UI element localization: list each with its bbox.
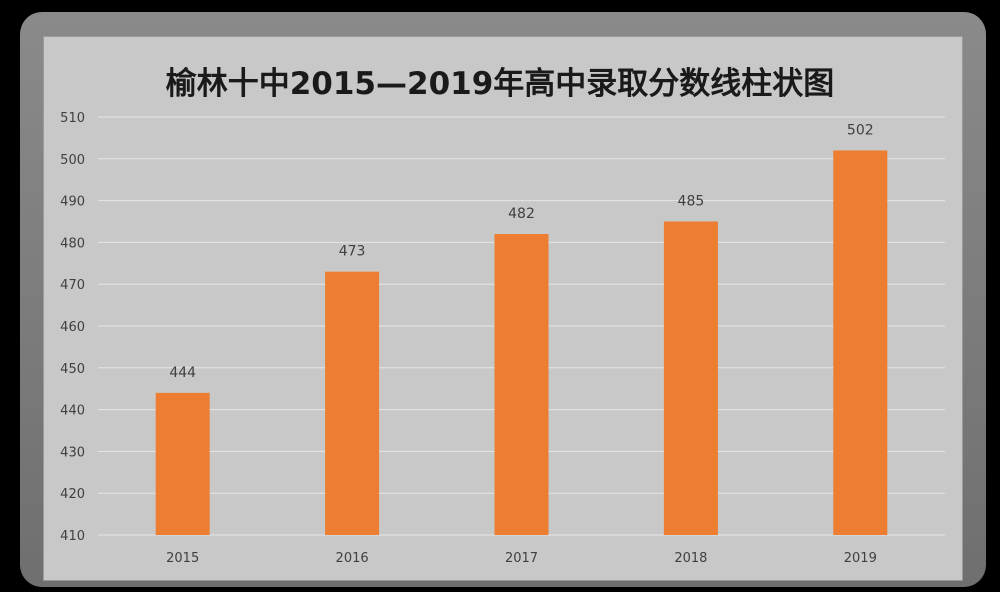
y-tick-label: 470 bbox=[60, 278, 85, 293]
bar-2018 bbox=[663, 221, 718, 535]
bar-2019 bbox=[833, 150, 888, 535]
x-tick-label-2015: 2015 bbox=[166, 551, 199, 566]
x-tick-label-2018: 2018 bbox=[674, 551, 707, 566]
y-tick-label: 500 bbox=[60, 153, 85, 168]
y-tick-label: 410 bbox=[60, 529, 85, 544]
x-tick-label-2019: 2019 bbox=[844, 551, 877, 566]
chart-title: 榆林十中2015—2019年高中录取分数线柱状图 bbox=[165, 66, 835, 102]
y-axis-ticks: 410 420 430 440 450 460 470 480 490 500 510 bbox=[60, 111, 85, 544]
y-tick-label: 510 bbox=[60, 111, 85, 126]
x-tick-label-2016: 2016 bbox=[336, 551, 369, 566]
data-labels: 444 473 482 485 502 bbox=[169, 122, 873, 380]
data-label-2019: 502 bbox=[847, 122, 874, 138]
y-tick-label: 460 bbox=[60, 320, 85, 335]
y-tick-label: 480 bbox=[60, 236, 85, 251]
data-label-2015: 444 bbox=[169, 365, 196, 381]
y-tick-label: 450 bbox=[60, 362, 85, 377]
x-tick-label-2017: 2017 bbox=[505, 551, 538, 566]
data-label-2016: 473 bbox=[339, 244, 366, 260]
x-axis-ticks: 2015 2016 2017 2018 2019 bbox=[166, 551, 877, 566]
data-label-2018: 485 bbox=[678, 194, 705, 210]
bars bbox=[155, 150, 888, 536]
bar-2016 bbox=[325, 271, 380, 535]
bar-2017 bbox=[494, 234, 549, 536]
y-tick-label: 420 bbox=[60, 487, 85, 502]
y-tick-label: 440 bbox=[60, 404, 85, 419]
y-tick-label: 430 bbox=[60, 445, 85, 460]
bar-2015 bbox=[155, 392, 210, 535]
data-label-2017: 482 bbox=[508, 206, 535, 222]
y-tick-label: 490 bbox=[60, 195, 85, 210]
